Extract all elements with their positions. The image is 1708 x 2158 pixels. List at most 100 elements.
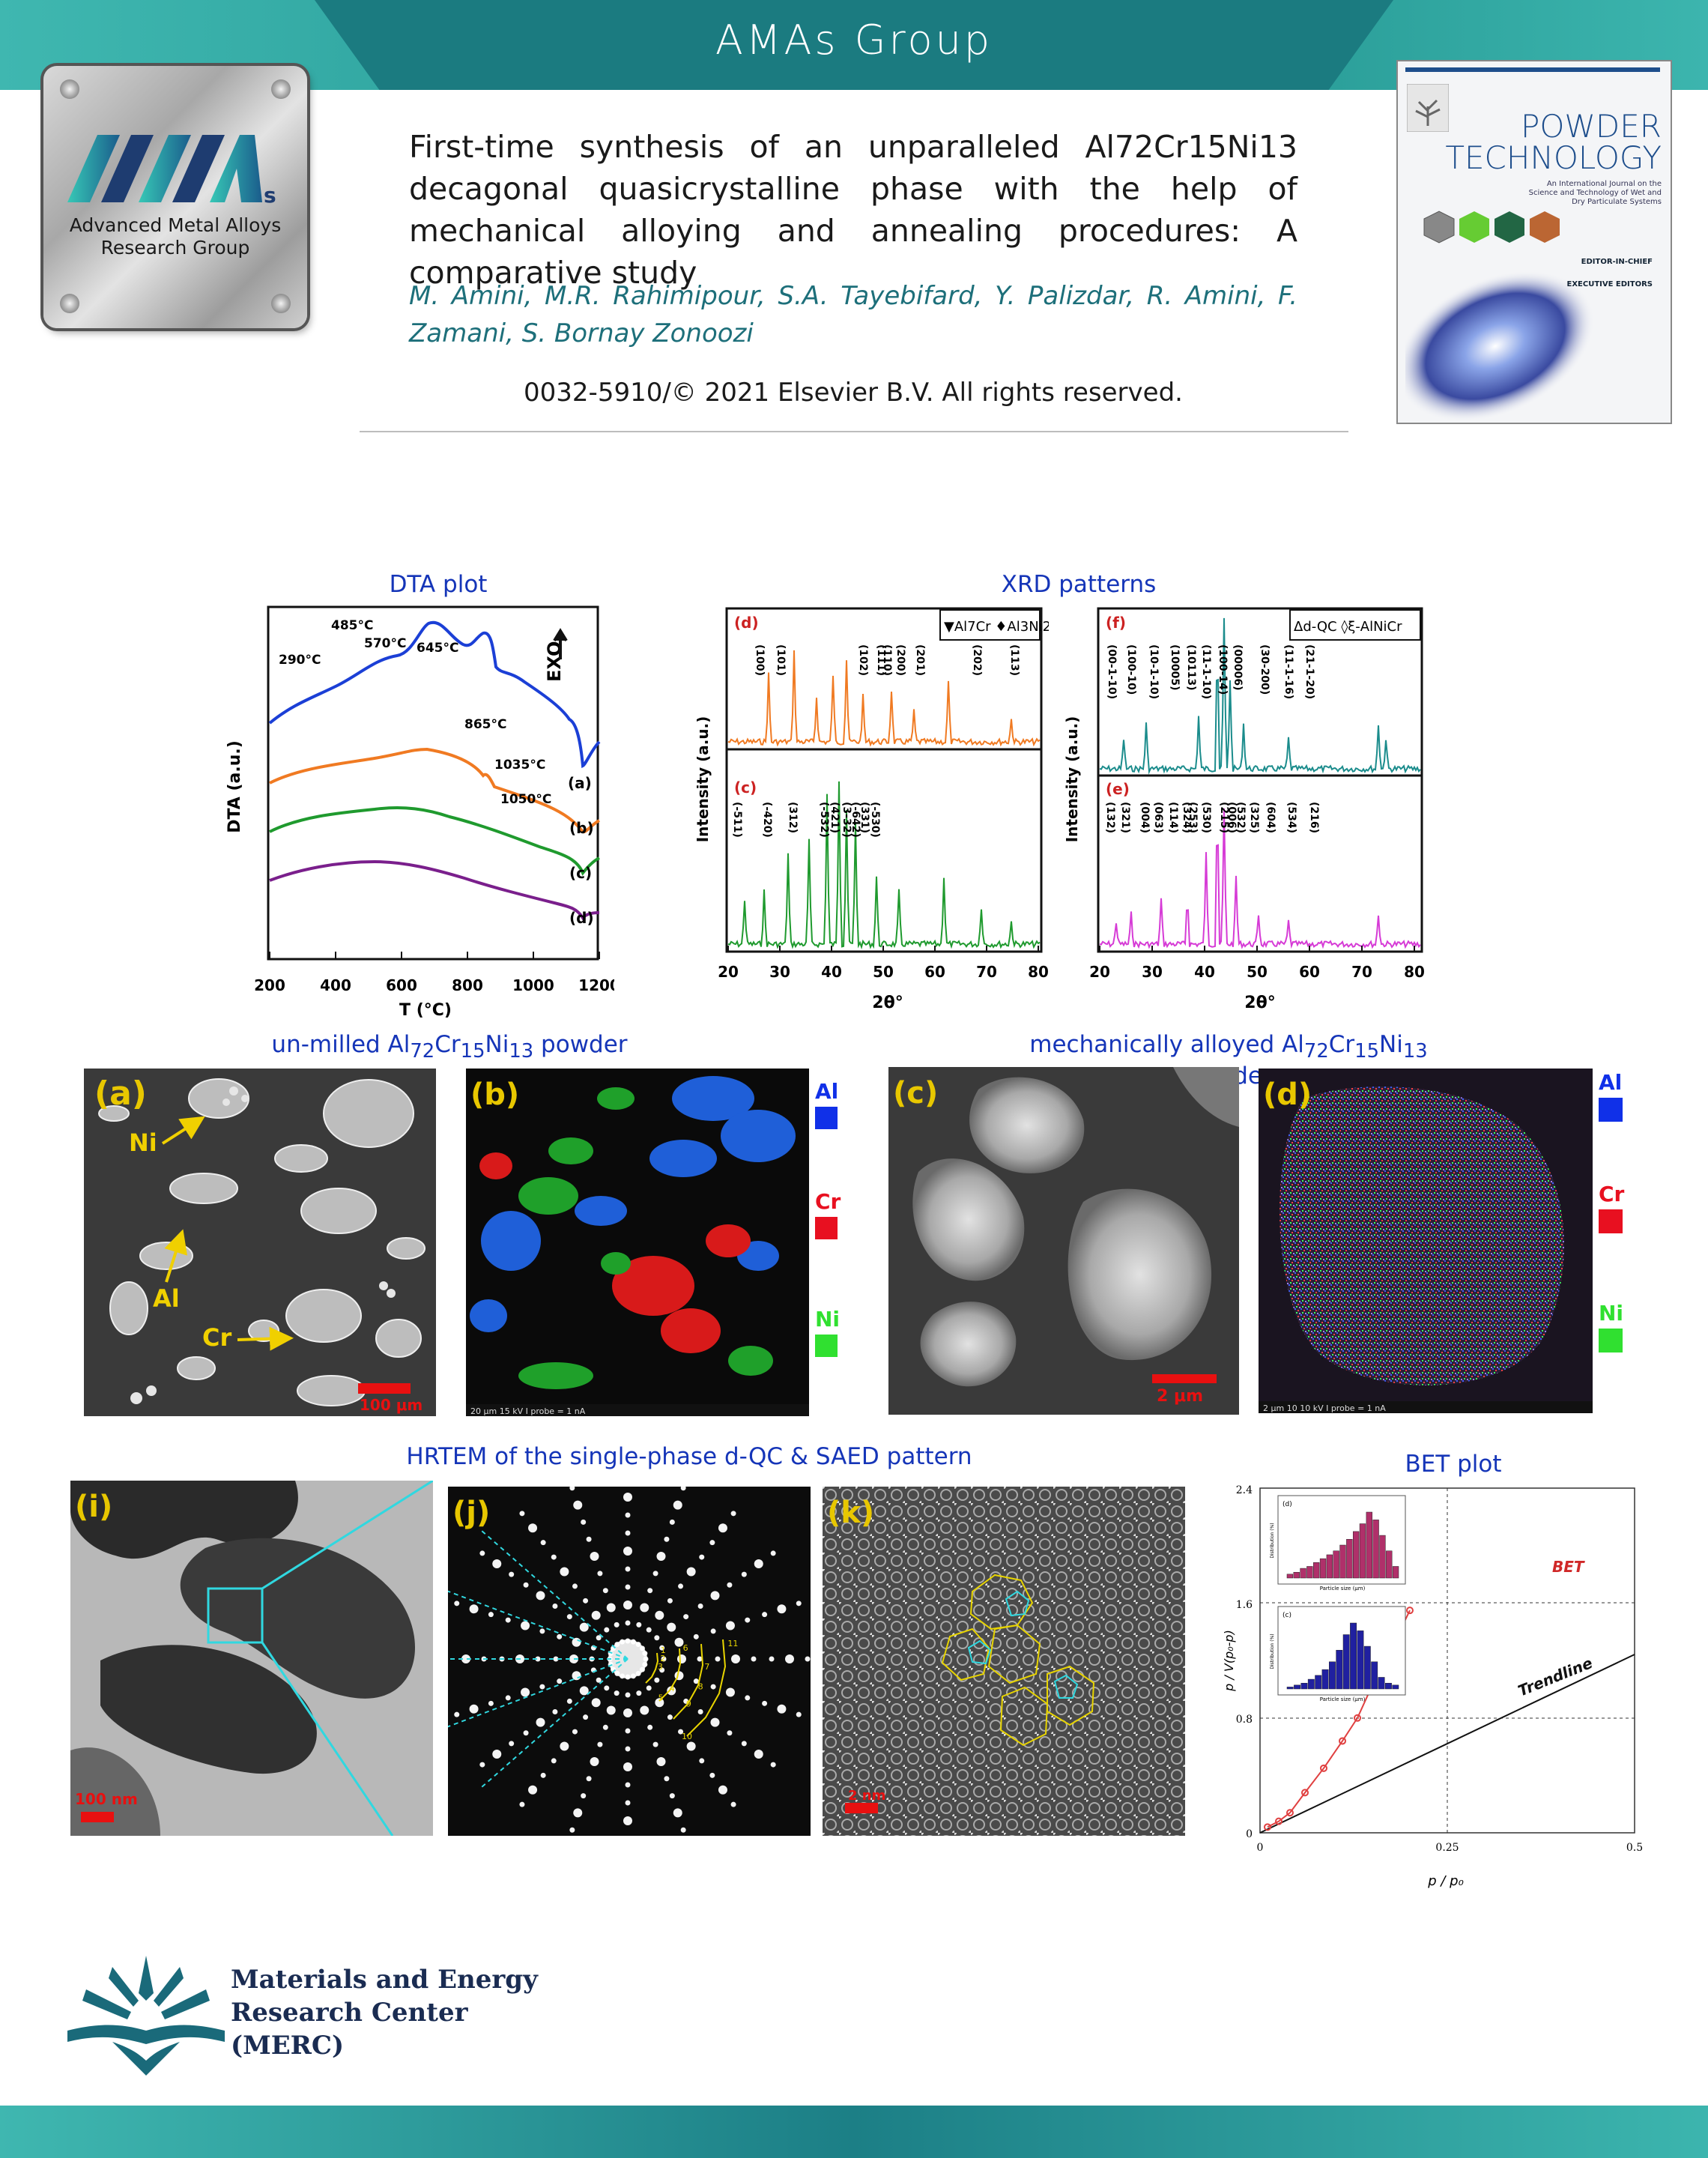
xrd-tick-label: 60 (924, 963, 945, 981)
diffraction-spot (655, 1610, 664, 1620)
map-b-footer: 20 μm 15 kV I probe = 1 nA (470, 1406, 586, 1416)
xrd-tick-label: 70 (976, 963, 997, 981)
zoom-box (207, 1587, 264, 1644)
diffraction-spot (805, 1656, 811, 1662)
zoom-line (261, 1642, 394, 1836)
screw-icon (60, 79, 79, 99)
arrow-icon (164, 1229, 187, 1283)
diffraction-spot (777, 1604, 787, 1614)
diffraction-spot (566, 1698, 572, 1704)
xrd-peak-label: (421) (829, 802, 841, 833)
bet-curve-label: BET (1552, 1558, 1585, 1576)
diffraction-spot (519, 1801, 525, 1807)
diffraction-spot (656, 1552, 666, 1562)
diffraction-spot (751, 1656, 757, 1662)
diffraction-spot (693, 1678, 699, 1684)
diffraction-spot (581, 1793, 587, 1799)
diffraction-spot (796, 1601, 802, 1607)
sem-c-scale: 2 μm (1157, 1387, 1203, 1406)
xrd-peak-label: (321) (1119, 802, 1131, 833)
dta-curve-a (268, 620, 601, 769)
dta-peak-label: 1035°C (494, 758, 545, 773)
xrd-tick-label: 80 (1028, 963, 1049, 981)
diffraction-spot (754, 1559, 763, 1569)
xrd-left-xlabel: 2θ° (872, 994, 903, 1012)
hrtem-image-k: (k) 2 nm (823, 1487, 1185, 1836)
ring-number: 3 (658, 1662, 663, 1672)
diffraction-spot (492, 1749, 502, 1759)
amas-monogram-icon: s (67, 135, 276, 208)
diffraction-spot (521, 1621, 530, 1630)
unmilled-post: powder (533, 1031, 628, 1058)
dta-peak-label: 645°C (417, 641, 458, 656)
diffraction-spot (667, 1622, 676, 1632)
diffraction-spot (488, 1700, 494, 1706)
xrd-peak-label: (-530) (869, 802, 881, 838)
xrd-peak-label: (21-1-20) (1303, 644, 1315, 699)
histogram-bar (1339, 1544, 1346, 1579)
diffraction-spot (614, 1621, 620, 1627)
screw-icon (271, 294, 291, 313)
diffraction-spot (710, 1628, 716, 1634)
diffraction-spot (777, 1704, 787, 1714)
diffraction-spot (596, 1635, 602, 1641)
xrd-peak-label: (312) (787, 802, 799, 833)
dta-peak-label: 865°C (464, 717, 506, 732)
diffraction-spot (590, 1552, 599, 1562)
ring-number: 2 (660, 1654, 665, 1663)
sem-c-label: (c) (893, 1076, 938, 1110)
bet-point (1275, 1817, 1282, 1825)
diffraction-spot (699, 1758, 705, 1764)
xrd-left-panel-top: (d) (734, 614, 759, 632)
group-title: AMAs Group (715, 16, 993, 64)
inset-c-ylabel: Distribution (%) (1270, 1633, 1275, 1669)
histogram-bar (1293, 1571, 1300, 1579)
bet-y-tick: 1.6 (1236, 1599, 1253, 1611)
diffraction-spot (709, 1772, 715, 1778)
diffraction-spot (678, 1729, 684, 1735)
xrd-peak-label: (201) (914, 644, 926, 676)
ring-number: 6 (683, 1643, 688, 1653)
dta-curve-c (269, 806, 600, 876)
inset-histogram-d: (d) Particle size (μm) Distribution (%) (1270, 1495, 1406, 1592)
bet-point (1301, 1789, 1309, 1797)
diffraction-spot (796, 1711, 802, 1717)
histogram-bar (1346, 1538, 1353, 1579)
histogram-bar (1329, 1661, 1336, 1690)
histogram-bar (1300, 1568, 1306, 1579)
xrd-peak-label: (253) (1187, 802, 1199, 833)
histogram-bar (1307, 1678, 1315, 1690)
map-d-footer: 2 μm 10 10 kV I probe = 1 nA (1263, 1403, 1386, 1413)
diffraction-spot (664, 1536, 670, 1542)
diffraction-spot (566, 1614, 572, 1620)
elsevier-tree-icon (1407, 84, 1449, 132)
diffraction-spot (640, 1705, 649, 1715)
diffraction-spot (540, 1772, 546, 1778)
xrd-peak-label: (111) (875, 644, 887, 676)
bet-point (1286, 1809, 1294, 1817)
diffraction-spot (551, 1554, 557, 1560)
xrd-peak-label: (006) (1226, 802, 1238, 833)
cover-editor-heading: EDITOR-IN-CHIEF (1581, 258, 1653, 266)
diffraction-spot (625, 1530, 631, 1536)
section-dta: DTA plot (389, 571, 488, 598)
diffraction-spot (614, 1690, 620, 1696)
scale-bar (845, 1803, 878, 1813)
diffraction-spot (602, 1724, 608, 1730)
diffraction-spot (667, 1686, 676, 1696)
xrd-peak-label: (-532) (818, 802, 830, 838)
xrd-peak-label: (200) (894, 644, 906, 676)
diffraction-spot (625, 1746, 631, 1752)
divider (360, 431, 1348, 432)
ring-number: 10 (682, 1732, 692, 1741)
diffraction-spot (667, 1598, 673, 1604)
xrd-right-frame (1097, 607, 1423, 953)
diffraction-spot (535, 1656, 541, 1662)
diffraction-spot (731, 1654, 740, 1663)
histogram-bar (1319, 1558, 1327, 1579)
histogram-bar (1359, 1523, 1366, 1579)
diffraction-spot (770, 1550, 776, 1556)
histogram-bar (1379, 1535, 1386, 1579)
diffraction-spot (536, 1591, 545, 1601)
xrd-right-legend: Δd-QC ◊ξ-AlNiCr (1294, 619, 1402, 635)
